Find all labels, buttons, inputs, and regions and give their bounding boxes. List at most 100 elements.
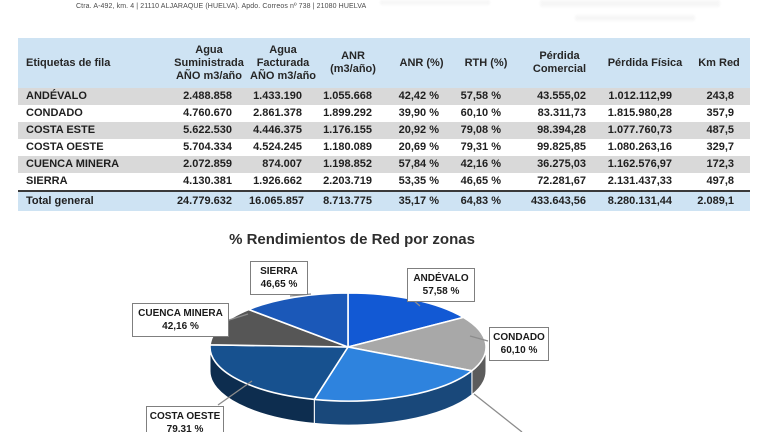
cell-value: 1.926.662 bbox=[253, 175, 302, 187]
letterhead-address: Ctra. A-492, km. 4 | 21110 ALJARAQUE (HU… bbox=[76, 3, 367, 10]
cell-value: 83.311,73 bbox=[537, 107, 586, 119]
cell-value: 4.760.670 bbox=[183, 107, 232, 119]
cell-value: 99.825,85 bbox=[537, 141, 586, 153]
cell-value: 64,83 % bbox=[455, 190, 517, 211]
letterhead-faded-mark bbox=[380, 0, 490, 5]
cell-value: 1.198.852 bbox=[318, 156, 388, 173]
callout-leader-line bbox=[217, 380, 253, 406]
cell-value: 46,65 % bbox=[460, 175, 501, 187]
row-label: ANDÉVALO bbox=[18, 88, 170, 105]
cell-value: 497,8 bbox=[706, 175, 734, 187]
column-header: Agua Facturada AÑO m3/año bbox=[248, 38, 318, 88]
callout-costa-oeste: COSTA OESTE 79,31 % bbox=[146, 406, 224, 432]
cell-value: 42,16 % bbox=[455, 156, 517, 173]
cell-value: 79,08 % bbox=[455, 122, 517, 139]
cell-value: 20,69 % bbox=[398, 141, 439, 153]
cell-value: 5.704.334 bbox=[183, 141, 232, 153]
cell-value: 1.433.190 bbox=[248, 88, 318, 105]
cell-value: 4.446.375 bbox=[248, 122, 318, 139]
cell-value: 4.524.245 bbox=[253, 141, 302, 153]
row-label: COSTA OESTE bbox=[26, 141, 104, 153]
cell-value: 2.089,1 bbox=[688, 190, 750, 211]
callout-value: 79,31 % bbox=[166, 424, 204, 432]
column-header: ANR (m3/año) bbox=[318, 38, 388, 88]
callout-label: ANDÉVALO bbox=[413, 273, 469, 284]
cell-value: 2.131.437,33 bbox=[607, 175, 672, 187]
callout-label: SIERRA bbox=[260, 266, 298, 277]
callout-condado: CONDADO 60,10 % bbox=[489, 327, 549, 361]
pie-slice-3-costa-este bbox=[313, 346, 473, 402]
callout-label: CONDADO bbox=[493, 332, 545, 343]
cell-value: 1.080.263,16 bbox=[607, 141, 672, 153]
callout-value: 46,65 % bbox=[260, 279, 298, 290]
callout-cuenca-minera: CUENCA MINERA 42,16 % bbox=[132, 303, 229, 337]
table-row: Total general 24.779.632 16.065.857 8.713.7… bbox=[18, 190, 750, 211]
cell-value: 57,58 % bbox=[455, 88, 517, 105]
cell-value: 874.007 bbox=[248, 156, 318, 173]
cell-value: 16.065.857 bbox=[248, 190, 318, 211]
cell-value: 357,9 bbox=[706, 107, 734, 119]
cell-value: 172,3 bbox=[688, 156, 750, 173]
cell-value: 2.488.858 bbox=[170, 88, 248, 105]
table-row: SIERRA 4.130.381 1.926.662 2.203.719 53,35 %… bbox=[18, 173, 750, 191]
column-header: RTH (%) bbox=[455, 38, 517, 88]
chart-title: % Rendimientos de Red por zonas bbox=[229, 231, 475, 248]
zones-data-table: Etiquetas de fila Agua Suministrada AÑO m… bbox=[18, 38, 750, 211]
cell-value: 1.180.089 bbox=[323, 141, 372, 153]
pie-chart bbox=[209, 292, 523, 432]
letterhead-faded-text bbox=[575, 15, 695, 21]
column-header: Etiquetas de fila bbox=[18, 38, 170, 88]
cell-value: 1.176.155 bbox=[318, 122, 388, 139]
row-label: CUENCA MINERA bbox=[18, 156, 170, 173]
cell-value: 1.077.760,73 bbox=[602, 122, 688, 139]
cell-value: 8.713.775 bbox=[318, 190, 388, 211]
pie-slice-2-condado bbox=[347, 316, 487, 372]
cell-value: 433.643,56 bbox=[517, 190, 602, 211]
column-header: Km Red bbox=[688, 38, 750, 88]
cell-value: 2.072.859 bbox=[170, 156, 248, 173]
cell-value: 1.012.112,99 bbox=[602, 88, 688, 105]
callout-label: COSTA OESTE bbox=[149, 411, 221, 422]
cell-value: 243,8 bbox=[688, 88, 750, 105]
column-header: Agua Suministrada AÑO m3/año bbox=[170, 38, 248, 88]
cell-value: 20,92 % bbox=[388, 122, 455, 139]
cell-value: 2.203.719 bbox=[323, 175, 372, 187]
cell-value: 35,17 % bbox=[388, 190, 455, 211]
cell-value: 8.280.131,44 bbox=[602, 190, 688, 211]
pie-slice-4-costa-oeste bbox=[209, 344, 349, 401]
table-row: CUENCA MINERA 2.072.859 874.007 1.198.852 57… bbox=[18, 156, 750, 173]
callout-sierra: SIERRA 46,65 % bbox=[250, 261, 308, 295]
cell-value: 487,5 bbox=[688, 122, 750, 139]
cell-value: 42,42 % bbox=[388, 88, 455, 105]
row-label: SIERRA bbox=[26, 175, 68, 187]
callout-value: 60,10 % bbox=[500, 345, 538, 356]
cell-value: 39,90 % bbox=[398, 107, 439, 119]
table-header: Etiquetas de fila Agua Suministrada AÑO m… bbox=[18, 38, 750, 88]
callout-label: CUENCA MINERA bbox=[138, 308, 223, 319]
cell-value: 36.275,03 bbox=[517, 156, 602, 173]
row-label: COSTA ESTE bbox=[18, 122, 170, 139]
table-row: CONDADO 4.760.670 2.861.378 1.899.292 39,90 … bbox=[18, 105, 750, 122]
table-row: ANDÉVALO 2.488.858 1.433.190 1.055.668 42,42… bbox=[18, 88, 750, 105]
cell-value: 24.779.632 bbox=[170, 190, 248, 211]
callout-leader-line bbox=[228, 313, 249, 321]
column-header: Pérdida Física bbox=[602, 38, 688, 88]
callout-leader-line bbox=[469, 335, 489, 342]
letterhead-faded-logo bbox=[540, 0, 720, 7]
cell-value: 1.055.668 bbox=[318, 88, 388, 105]
cell-value: 5.622.530 bbox=[170, 122, 248, 139]
pie-slice-6-sierra bbox=[247, 292, 349, 348]
cell-value: 98.394,28 bbox=[517, 122, 602, 139]
cell-value: 329,7 bbox=[706, 141, 734, 153]
cell-value: 1.899.292 bbox=[323, 107, 372, 119]
cell-value: 60,10 % bbox=[460, 107, 501, 119]
table-row: COSTA ESTE 5.622.530 4.446.375 1.176.155 20,… bbox=[18, 122, 750, 139]
cell-value: 4.130.381 bbox=[183, 175, 232, 187]
cell-value: 2.861.378 bbox=[253, 107, 302, 119]
cell-value: 1.162.576,97 bbox=[602, 156, 688, 173]
callout-leader-line bbox=[473, 393, 523, 432]
cell-value: 1.815.980,28 bbox=[607, 107, 672, 119]
row-label: CONDADO bbox=[26, 107, 83, 119]
cell-value: 72.281,67 bbox=[537, 175, 586, 187]
